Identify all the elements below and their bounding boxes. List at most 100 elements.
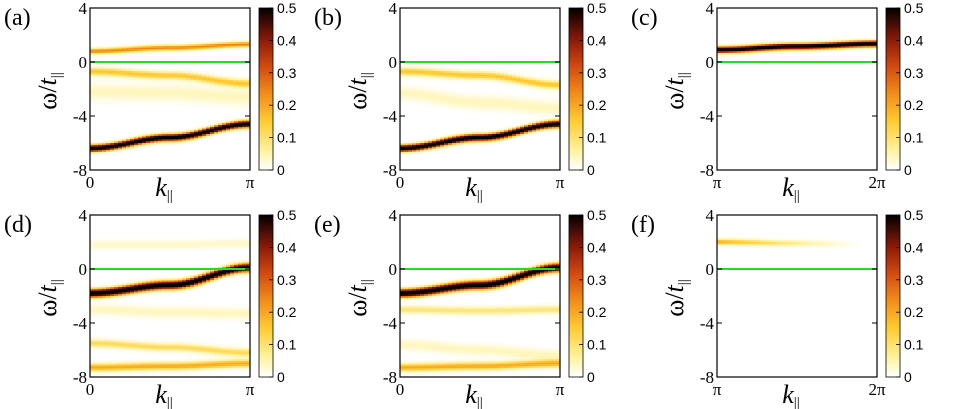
heatmap-cell (500, 135, 505, 139)
heatmap-cell (464, 99, 469, 103)
heatmap-cell (865, 44, 870, 47)
heatmap-cell (548, 81, 553, 85)
heatmap-cell (194, 283, 199, 286)
heatmap-cell (412, 148, 417, 151)
heatmap-cell (150, 103, 155, 106)
heatmap-cell (142, 49, 147, 52)
heatmap-cell (106, 249, 111, 252)
heatmap-cell (412, 85, 417, 88)
heatmap-cell (508, 137, 513, 140)
heatmap-cell (206, 134, 211, 137)
heatmap-cell (194, 281, 199, 284)
heatmap-cell (464, 143, 469, 146)
heatmap-cell (214, 134, 219, 137)
heatmap-cell (456, 92, 461, 95)
heatmap-cell (182, 238, 187, 241)
heatmap-cell (174, 371, 179, 374)
heatmap-cell (797, 49, 802, 52)
heatmap-cell (194, 305, 199, 308)
heatmap-cell (552, 107, 557, 110)
heatmap-cell (102, 51, 107, 54)
heatmap-cell (134, 143, 139, 146)
heatmap-cell (504, 112, 509, 115)
heatmap-cell (400, 72, 405, 76)
heatmap-cell (94, 348, 99, 351)
heatmap-cell (464, 135, 469, 139)
heatmap-cell (190, 279, 195, 283)
heatmap-cell (412, 348, 417, 351)
heatmap-cell (134, 351, 139, 355)
heatmap-cell (158, 369, 163, 373)
heatmap-cell (480, 96, 485, 99)
heatmap-cell (717, 51, 722, 54)
heatmap-cell (206, 78, 211, 81)
heatmap-cell (206, 315, 211, 319)
heatmap-cell (194, 351, 199, 355)
heatmap-cell (222, 344, 227, 347)
heatmap-cell (158, 288, 163, 292)
heatmap-cell (122, 360, 127, 364)
heatmap-cell (468, 67, 473, 70)
heatmap-cell (226, 132, 231, 135)
heatmap-cell (202, 78, 207, 81)
heatmap-cell (222, 317, 227, 320)
heatmap-cell (242, 123, 247, 126)
heatmap-cell (190, 51, 195, 54)
heatmap-cell (400, 344, 405, 347)
heatmap-cell (456, 105, 461, 108)
heatmap-cell (234, 85, 239, 88)
heatmap-cell (230, 132, 235, 135)
heatmap-cell (512, 99, 517, 103)
heatmap-cell (813, 40, 818, 43)
heatmap-cell (520, 76, 525, 79)
heatmap-cell (90, 285, 95, 288)
heatmap-cell (198, 272, 203, 275)
heatmap-cell (134, 137, 139, 140)
heatmap-cell (504, 137, 509, 140)
heatmap-cell (424, 348, 429, 351)
heatmap-cell (222, 357, 227, 360)
heatmap-cell (130, 279, 135, 283)
heatmap-cell (532, 110, 537, 113)
heatmap-cell (721, 44, 726, 47)
heatmap-cell (242, 42, 247, 45)
heatmap-cell (90, 103, 95, 106)
heatmap-cell (218, 128, 223, 131)
heatmap-cell (210, 314, 215, 317)
heatmap-cell (404, 72, 409, 76)
heatmap-cell (186, 359, 191, 362)
heatmap-cell (198, 47, 203, 50)
heatmap-cell (122, 96, 127, 99)
heatmap-cell (765, 51, 770, 54)
heatmap-cell (166, 83, 171, 86)
colorbar-tick-label: 0.4 (904, 32, 924, 48)
heatmap-cell (166, 134, 171, 137)
heatmap-cell (146, 368, 151, 371)
heatmap-cell (532, 116, 537, 119)
heatmap-cell (524, 83, 529, 86)
heatmap-cell (508, 103, 513, 106)
heatmap-cell (524, 103, 529, 106)
heatmap-cell (400, 98, 405, 101)
heatmap-cell (122, 101, 127, 104)
heatmap-cell (214, 355, 219, 358)
heatmap-cell (102, 308, 107, 311)
heatmap-cell (98, 287, 103, 290)
heatmap-cell (801, 40, 806, 43)
heatmap-cell (528, 107, 533, 110)
heatmap-cell (206, 89, 211, 92)
heatmap-cell (150, 67, 155, 70)
heatmap-cell (190, 312, 195, 315)
heatmap-cell (222, 245, 227, 248)
heatmap-cell (166, 101, 171, 104)
heatmap-cell (226, 351, 231, 355)
heatmap-cell (246, 85, 250, 88)
heatmap-cell (114, 99, 119, 103)
heatmap-cell (122, 288, 127, 292)
heatmap-cell (540, 103, 545, 106)
heatmap-cell (821, 42, 826, 45)
heatmap-cell (142, 314, 147, 317)
heatmap-cell (416, 312, 421, 315)
heatmap-cell (817, 51, 822, 54)
heatmap-cell (436, 137, 441, 140)
